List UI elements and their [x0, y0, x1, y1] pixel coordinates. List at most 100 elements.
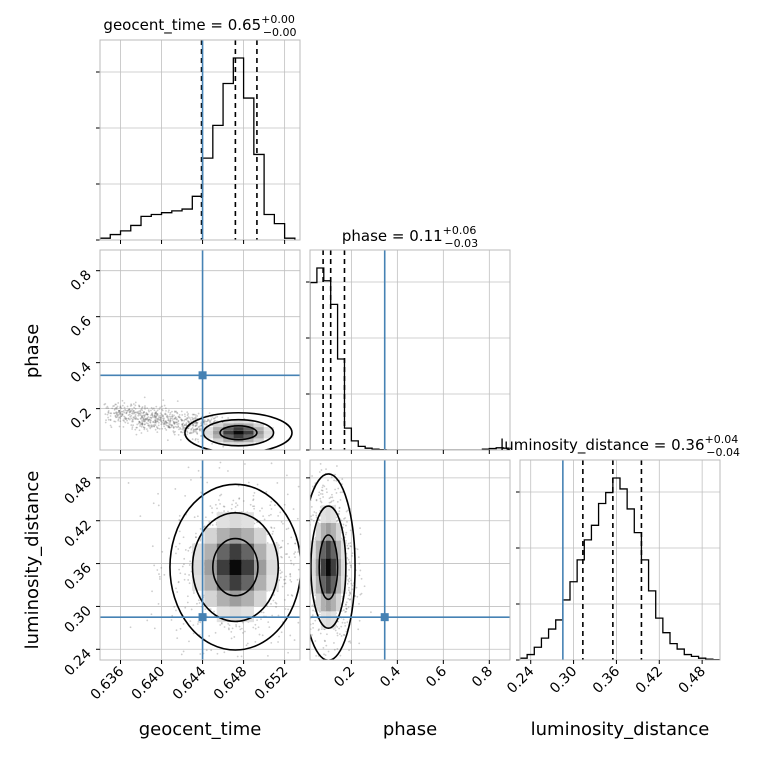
sample-point: [140, 425, 143, 428]
sample-point: [260, 618, 262, 621]
sample-point: [334, 488, 336, 491]
sample-point: [183, 424, 186, 426]
sample-point: [349, 545, 352, 547]
contour-phase-luminosity_distance-0: [318, 534, 339, 601]
sample-point: [141, 421, 144, 423]
sample-point: [268, 626, 271, 629]
sample-point: [166, 422, 169, 424]
sample-point: [173, 417, 176, 420]
sample-point: [283, 582, 286, 585]
sample-point: [141, 406, 144, 408]
sample-point: [145, 418, 148, 421]
sample-point: [284, 578, 286, 581]
sample-point: [176, 637, 179, 640]
sample-point: [290, 536, 293, 539]
sample-point: [356, 548, 359, 551]
sample-point: [345, 601, 348, 604]
sample-point: [244, 630, 246, 633]
density-cell: [223, 427, 234, 431]
density-cell: [216, 575, 230, 591]
sample-point: [177, 415, 180, 418]
sample-point: [150, 416, 153, 419]
sample-point: [204, 608, 207, 611]
sample-point: [168, 426, 170, 429]
sample-point: [125, 412, 128, 415]
sample-point: [203, 525, 206, 528]
sample-point: [130, 403, 132, 406]
sample-point: [143, 411, 145, 414]
title-luminosity_distance: luminosity_distance = 0.36+0.04 −0.04: [500, 433, 740, 459]
sample-point: [178, 416, 181, 419]
sample-point: [172, 426, 175, 429]
sample-point: [296, 578, 299, 581]
density-cell: [330, 611, 336, 630]
sample-point: [134, 418, 137, 421]
sample-point: [196, 433, 199, 435]
sample-point: [136, 412, 139, 414]
sample-point: [150, 406, 153, 409]
sample-point: [349, 640, 351, 642]
sample-point: [234, 506, 237, 508]
sample-point: [186, 414, 189, 417]
sample-point: [318, 613, 320, 616]
sample-point: [193, 428, 196, 431]
sample-point: [294, 542, 297, 545]
sample-point: [166, 425, 169, 427]
sample-point: [146, 417, 149, 419]
sample-point: [280, 631, 283, 634]
sample-point: [105, 419, 107, 422]
sample-point: [319, 500, 322, 503]
sample-point: [312, 519, 315, 522]
sample-point: [133, 417, 136, 420]
sample-point: [199, 427, 201, 430]
sample-point: [124, 417, 127, 420]
sample-point: [174, 411, 176, 413]
sample-point: [281, 539, 284, 542]
density-cell: [320, 522, 326, 541]
contour-geocent_time-phase-0: [219, 425, 258, 441]
sample-point: [145, 412, 148, 415]
density-cell: [204, 543, 217, 560]
sample-point: [277, 515, 280, 517]
sample-point: [140, 432, 143, 434]
sample-point: [196, 422, 198, 425]
sample-point: [176, 418, 178, 421]
sample-point: [249, 503, 252, 506]
sample-point: [196, 427, 198, 430]
sample-point: [284, 608, 287, 610]
sample-point: [181, 423, 184, 426]
sample-point: [141, 409, 144, 412]
sample-point: [161, 427, 164, 430]
sample-point: [350, 545, 352, 548]
sample-point: [163, 417, 165, 420]
sample-point: [107, 412, 110, 414]
sample-point: [173, 433, 176, 436]
sample-point: [265, 490, 268, 493]
sample-point: [359, 527, 361, 530]
xlabel-phase: phase: [383, 719, 437, 740]
sample-point: [310, 505, 313, 508]
sample-point: [340, 519, 343, 522]
sample-point: [227, 510, 229, 513]
sample-point: [275, 602, 278, 605]
density-cell: [202, 430, 214, 435]
sample-point: [170, 426, 173, 428]
sample-point: [194, 428, 197, 430]
sample-point: [188, 582, 191, 585]
sample-point: [174, 417, 176, 420]
sample-point: [186, 601, 189, 604]
sample-point: [159, 416, 162, 419]
sample-point: [142, 418, 145, 421]
density-cell: [263, 427, 274, 431]
sample-point: [322, 484, 324, 487]
sample-point: [125, 417, 128, 420]
sample-point: [139, 515, 142, 518]
density-cell: [325, 558, 331, 576]
sample-point: [134, 401, 137, 404]
sample-point: [346, 621, 349, 624]
sample-point: [163, 422, 166, 425]
sample-point: [203, 419, 206, 422]
sample-point: [193, 413, 196, 416]
hist-group-geocent_time: [100, 40, 296, 240]
sample-point: [282, 522, 284, 525]
